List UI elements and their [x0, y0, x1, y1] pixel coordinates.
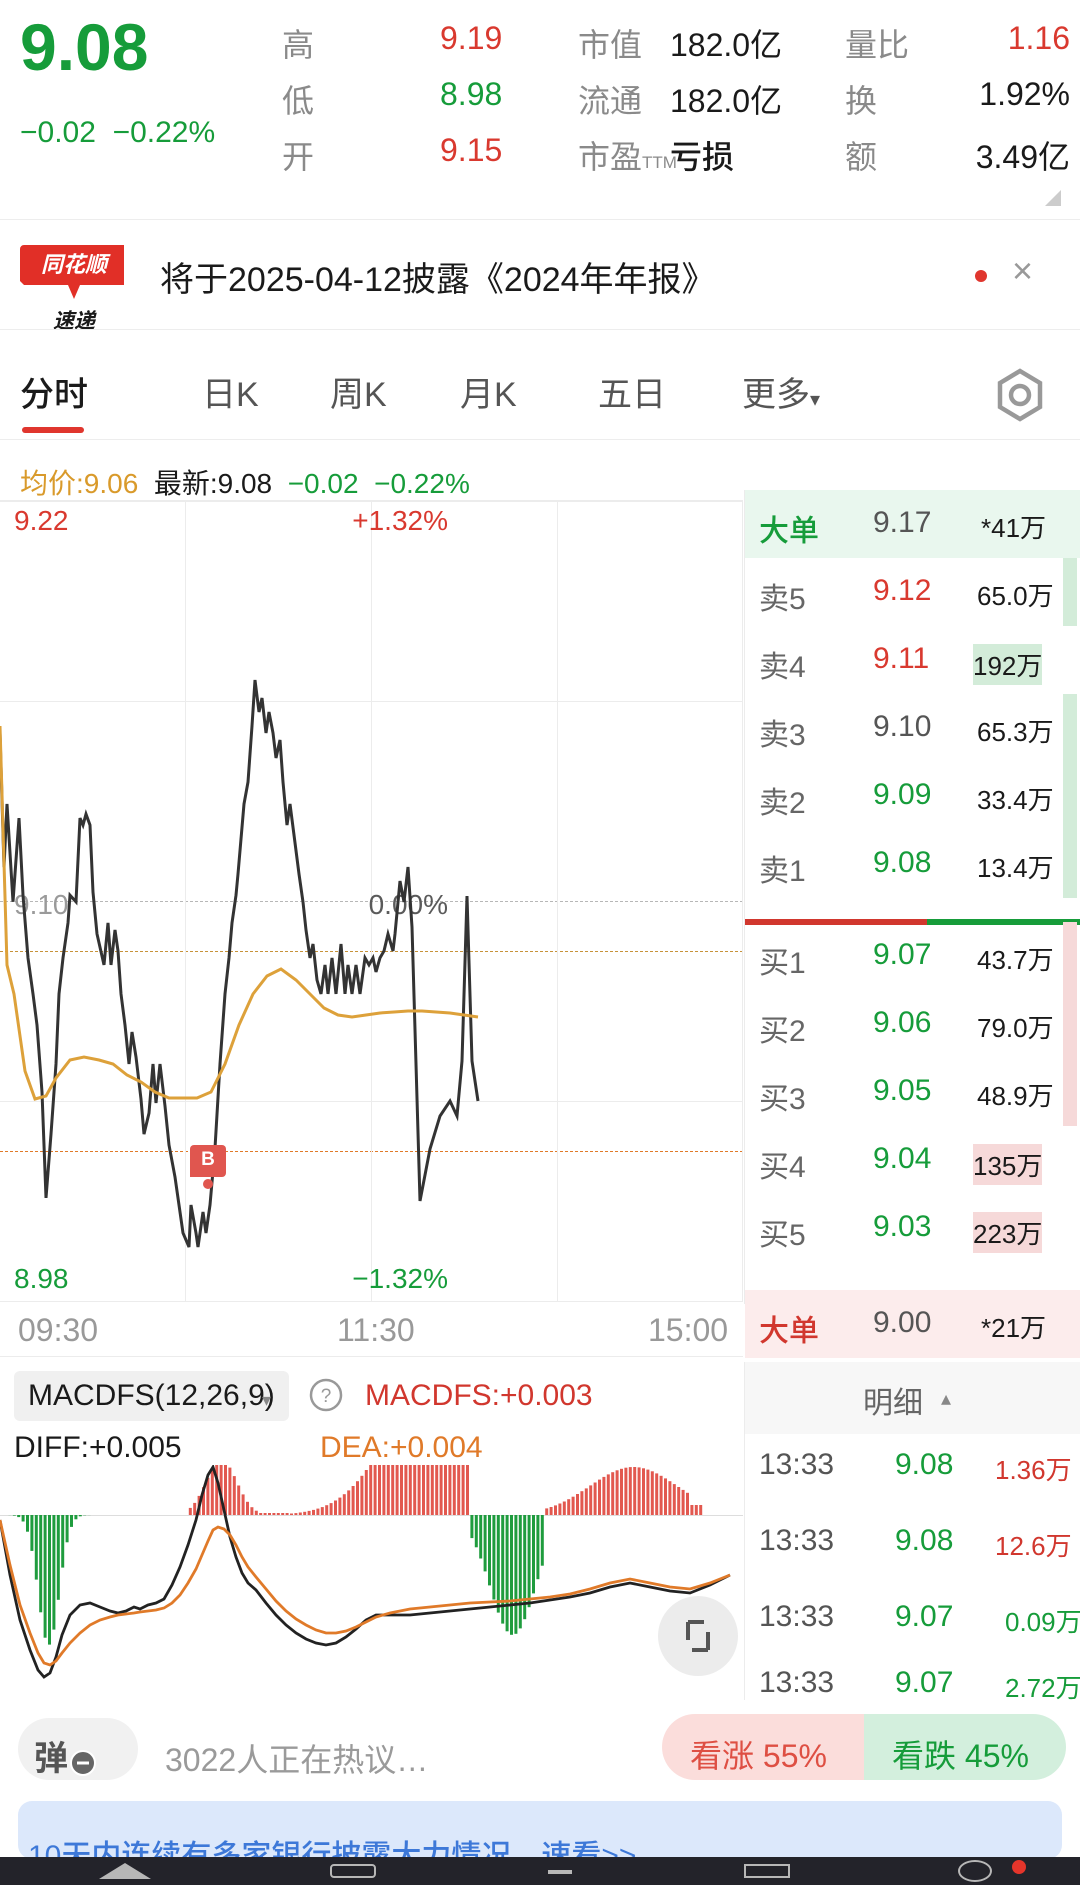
svg-text:同花顺: 同花顺 [41, 252, 111, 277]
svg-text:?: ? [321, 1386, 332, 1407]
